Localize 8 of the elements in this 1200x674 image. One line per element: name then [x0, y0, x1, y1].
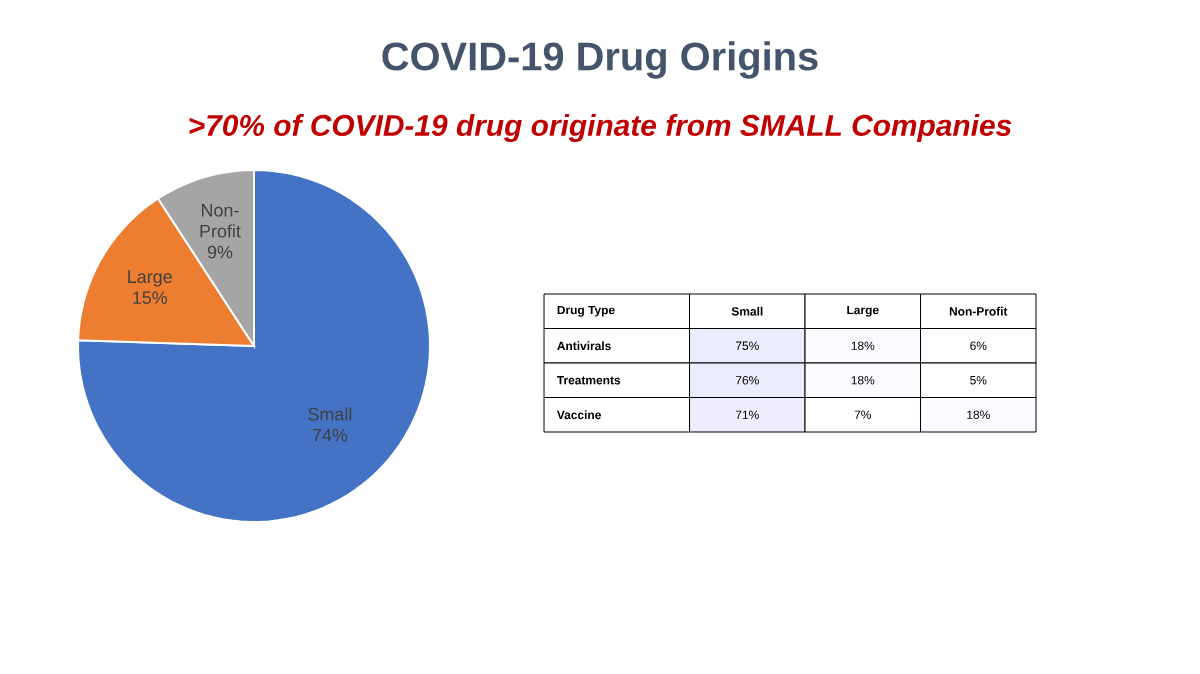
- text: >70% of COVID-19 drug originate from SMALL Companies: [189, 114, 1012, 142]
- data-label: 9%: [207, 245, 233, 259]
- data-label: 74%: [312, 428, 348, 442]
- slice-label: Large: [128, 270, 172, 287]
- slice-label: Non-Profit: [200, 204, 241, 238]
- slice-label: Small: [308, 407, 352, 421]
- data-label: 15%: [133, 291, 168, 304]
- text: COVID-19 Drug Origins: [382, 41, 818, 79]
